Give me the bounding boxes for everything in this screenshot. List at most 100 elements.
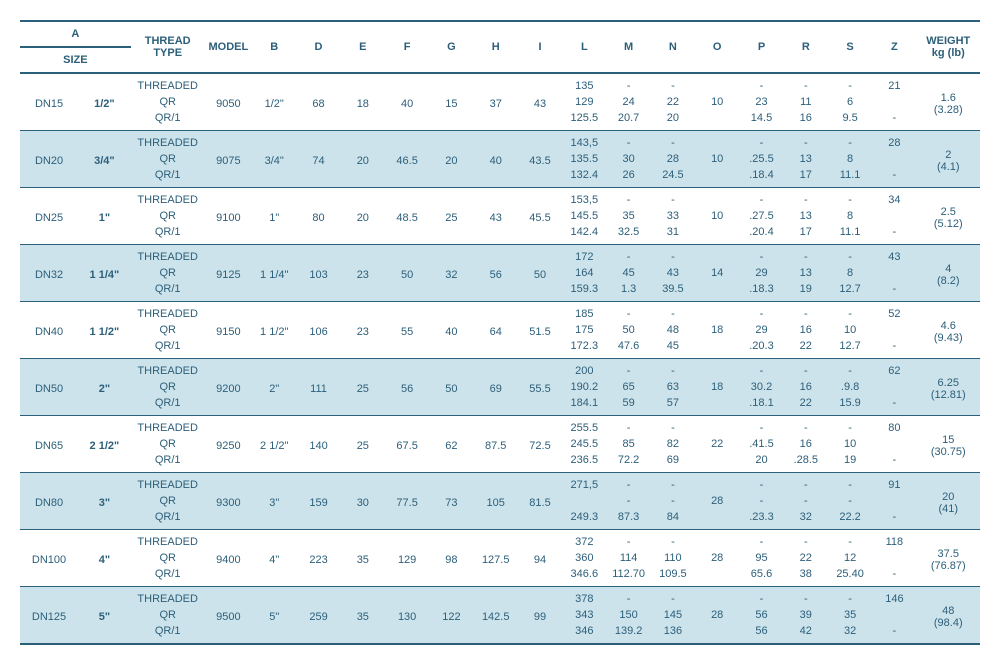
cell-z: 52 <box>872 302 916 323</box>
cell-z: 34 <box>872 188 916 209</box>
cell-n: 136 <box>651 623 695 644</box>
cell-m: 87.3 <box>606 509 650 530</box>
cell-b: 1 1/4" <box>252 245 296 302</box>
cell-dn: DN125 <box>20 587 78 645</box>
table-body: DN151/2"THREADED90501/2"681840153743135-… <box>20 73 980 644</box>
cell-n: 45 <box>651 338 695 359</box>
cell-s: - <box>828 416 872 437</box>
cell-r: 19 <box>784 281 828 302</box>
cell-g: 15 <box>429 73 473 131</box>
cell-p: 14.5 <box>739 110 783 131</box>
cell-e: 35 <box>341 530 385 587</box>
cell-d: 140 <box>296 416 340 473</box>
cell-z: - <box>872 395 916 416</box>
cell-r: - <box>784 73 828 94</box>
cell-s: - <box>828 245 872 266</box>
cell-n: - <box>651 416 695 437</box>
cell-r: 17 <box>784 167 828 188</box>
cell-p: 30.2 <box>739 379 783 395</box>
cell-g: 25 <box>429 188 473 245</box>
cell-b: 3" <box>252 473 296 530</box>
cell-l: 159.3 <box>562 281 606 302</box>
cell-o: 10 <box>695 151 739 167</box>
cell-size: 1/2" <box>78 73 131 131</box>
cell-z <box>872 436 916 452</box>
cell-n: - <box>651 188 695 209</box>
cell-o <box>695 416 739 437</box>
cell-r: 17 <box>784 224 828 245</box>
cell-m: 47.6 <box>606 338 650 359</box>
cell-m: 150 <box>606 607 650 623</box>
cell-r: 16 <box>784 436 828 452</box>
cell-r: 22 <box>784 338 828 359</box>
cell-n: 63 <box>651 379 695 395</box>
cell-o <box>695 338 739 359</box>
cell-n: - <box>651 73 695 94</box>
cell-g: 122 <box>429 587 473 645</box>
cell-l: 175 <box>562 322 606 338</box>
cell-f: 46.5 <box>385 131 429 188</box>
cell-model: 9500 <box>205 587 252 645</box>
cell-l: 185 <box>562 302 606 323</box>
cell-thread-type: THREADED <box>131 131 205 152</box>
header-model: MODEL <box>205 21 252 73</box>
cell-n: 69 <box>651 452 695 473</box>
cell-dn: DN20 <box>20 131 78 188</box>
cell-b: 4" <box>252 530 296 587</box>
cell-m: - <box>606 473 650 494</box>
cell-p: .23.3 <box>739 509 783 530</box>
cell-p: - <box>739 359 783 380</box>
cell-o: 22 <box>695 436 739 452</box>
cell-g: 73 <box>429 473 473 530</box>
cell-h: 40 <box>474 131 518 188</box>
cell-n: - <box>651 493 695 509</box>
cell-r: - <box>784 359 828 380</box>
cell-thread-type: QR/1 <box>131 167 205 188</box>
cell-m: - <box>606 416 650 437</box>
cell-z <box>872 151 916 167</box>
cell-n: 110 <box>651 550 695 566</box>
header-g: G <box>429 21 473 73</box>
cell-z <box>872 607 916 623</box>
table-row: DN502"THREADED92002"1112556506955.5200--… <box>20 359 980 380</box>
cell-thread-type: QR <box>131 493 205 509</box>
cell-i: 43 <box>518 73 562 131</box>
cell-n: - <box>651 302 695 323</box>
cell-o <box>695 188 739 209</box>
cell-r: 16 <box>784 379 828 395</box>
cell-f: 129 <box>385 530 429 587</box>
cell-h: 64 <box>474 302 518 359</box>
cell-m: 45 <box>606 265 650 281</box>
cell-p: .20.4 <box>739 224 783 245</box>
cell-f: 56 <box>385 359 429 416</box>
cell-n: 28 <box>651 151 695 167</box>
cell-h: 105 <box>474 473 518 530</box>
cell-o <box>695 530 739 551</box>
cell-f: 67.5 <box>385 416 429 473</box>
cell-weight: 20(41) <box>917 473 980 530</box>
cell-o <box>695 623 739 644</box>
cell-z: 80 <box>872 416 916 437</box>
cell-s: - <box>828 188 872 209</box>
cell-m: 112.70 <box>606 566 650 587</box>
cell-thread-type: THREADED <box>131 245 205 266</box>
table-row: DN151/2"THREADED90501/2"681840153743135-… <box>20 73 980 94</box>
cell-p: .18.3 <box>739 281 783 302</box>
cell-p: .27.5 <box>739 208 783 224</box>
cell-z <box>872 493 916 509</box>
cell-r: 11 <box>784 94 828 110</box>
cell-l: 346.6 <box>562 566 606 587</box>
cell-z <box>872 208 916 224</box>
cell-dn: DN40 <box>20 302 78 359</box>
cell-r: 13 <box>784 151 828 167</box>
header-l: L <box>562 21 606 73</box>
cell-f: 55 <box>385 302 429 359</box>
cell-h: 142.5 <box>474 587 518 645</box>
cell-n: 57 <box>651 395 695 416</box>
cell-r: 22 <box>784 395 828 416</box>
cell-l: 164 <box>562 265 606 281</box>
cell-o <box>695 167 739 188</box>
cell-model: 9300 <box>205 473 252 530</box>
cell-p: 65.6 <box>739 566 783 587</box>
cell-m: 59 <box>606 395 650 416</box>
